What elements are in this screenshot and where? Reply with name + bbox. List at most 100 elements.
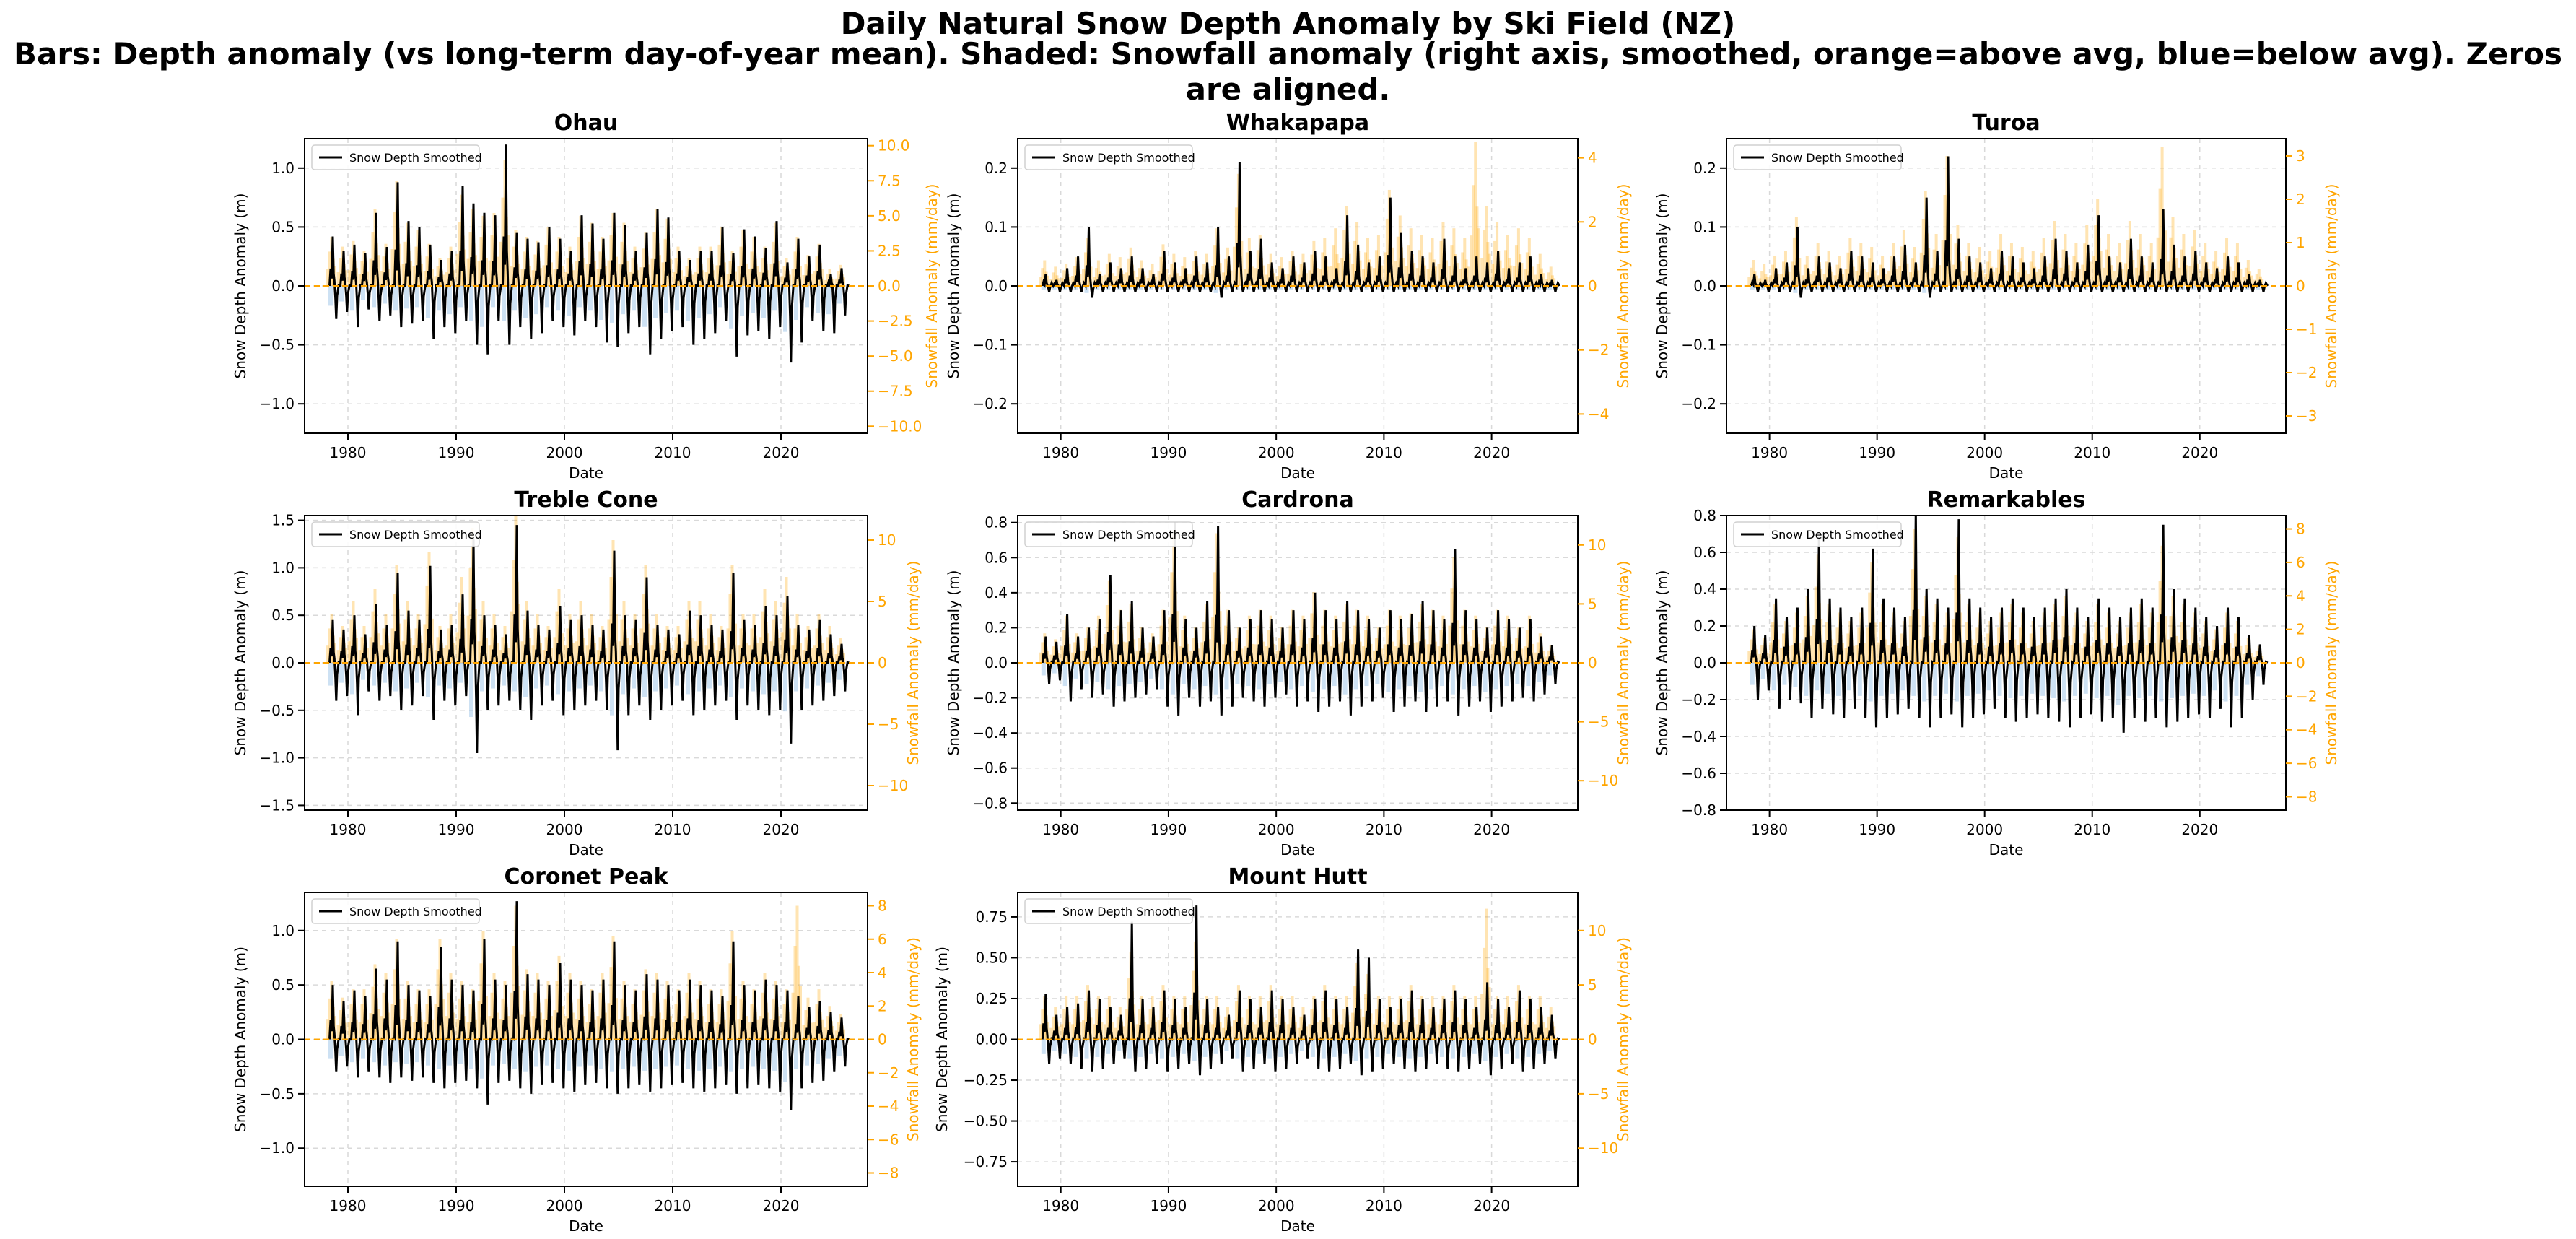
snowfall-above-bar	[555, 981, 559, 1040]
snowfall-above-bar	[477, 261, 481, 286]
snowfall-below-bar	[1397, 286, 1402, 290]
snowfall-above-bar	[1790, 645, 1794, 663]
snowfall-above-bar	[1437, 263, 1441, 286]
snowfall-above-bar	[745, 643, 748, 663]
snowfall-below-bar	[1246, 286, 1251, 290]
snowfall-below-bar	[393, 1039, 398, 1063]
snowfall-above-bar	[1857, 256, 1861, 286]
snowfall-above-bar	[1973, 272, 1977, 286]
snowfall-above-bar	[2077, 269, 2081, 286]
snowfall-below-bar	[1299, 1039, 1304, 1051]
x-axis-label: Date	[569, 841, 603, 858]
snowfall-above-bar	[1455, 1017, 1459, 1040]
snowfall-above-bar	[1232, 650, 1236, 663]
x-axis-label: Date	[1280, 464, 1315, 482]
snowfall-above-bar	[1776, 274, 1780, 286]
snowfall-above-bar	[371, 232, 375, 286]
snowfall-below-bar	[1192, 286, 1197, 290]
snowfall-below-bar	[1386, 286, 1391, 290]
y2-axis-label: Snowfall Anomaly (mm/day)	[2323, 561, 2340, 765]
snowfall-above-bar	[1534, 652, 1537, 663]
snowfall-above-bar	[388, 643, 390, 663]
snowfall-above-bar	[2191, 246, 2194, 286]
snowfall-above-bar	[739, 628, 743, 663]
snowfall-above-bar	[1062, 270, 1066, 286]
snowfall-above-bar	[1092, 1024, 1096, 1040]
snowfall-above-bar	[463, 1016, 466, 1040]
snowfall-below-bar	[1836, 286, 1841, 290]
snowfall-above-bar	[1383, 644, 1387, 663]
x-tick-label: 2020	[1473, 444, 1510, 461]
snowfall-below-bar	[1084, 286, 1089, 293]
snowfall-above-bar	[1394, 1024, 1397, 1040]
snowfall-above-bar	[837, 645, 840, 663]
snowfall-below-bar	[772, 1039, 777, 1071]
snowfall-below-bar	[1062, 663, 1067, 687]
snowfall-above-bar	[1286, 644, 1290, 663]
snowfall-above-bar	[1143, 275, 1147, 286]
snowfall-below-bar	[783, 1039, 787, 1082]
snowfall-above-bar	[715, 1022, 719, 1040]
snowfall-below-bar	[642, 286, 647, 327]
y-tick-label: −0.2	[972, 690, 1008, 707]
snowfall-above-bar	[769, 264, 773, 286]
snowfall-below-bar	[805, 286, 809, 308]
snowfall-below-bar	[751, 286, 755, 313]
snowfall-above-bar	[510, 992, 513, 1040]
snowfall-above-bar	[1229, 1026, 1233, 1040]
snowfall-above-bar	[434, 650, 437, 663]
snowfall-below-bar	[556, 663, 560, 695]
y2-tick-label: 0	[1588, 654, 1597, 671]
snowfall-below-bar	[740, 1039, 744, 1069]
snowfall-below-bar	[2170, 663, 2175, 698]
snowfall-above-bar	[377, 255, 380, 286]
snowfall-above-bar	[1232, 246, 1236, 286]
snowfall-above-bar	[1444, 260, 1448, 286]
snowfall-above-bar	[360, 261, 364, 286]
snowfall-below-bar	[1804, 663, 1809, 696]
snowfall-above-bar	[1545, 1027, 1548, 1040]
snowfall-above-bar	[523, 620, 526, 663]
y-tick-label: 0.2	[984, 160, 1008, 177]
snowfall-above-bar	[380, 271, 383, 286]
figure-subtitle: Bars: Depth anomaly (vs long-term day-of…	[13, 36, 2563, 107]
snowfall-above-bar	[377, 633, 380, 663]
snowfall-above-bar	[1984, 274, 1988, 286]
y2-tick-label: −5	[1588, 1085, 1609, 1103]
snowfall-above-bar	[564, 271, 567, 286]
snowfall-above-bar	[2061, 249, 2065, 286]
snowfall-above-bar	[631, 628, 634, 663]
panel-title: Ohau	[554, 110, 618, 136]
snowfall-below-bar	[2040, 663, 2045, 696]
snowfall-above-bar	[1900, 246, 1903, 286]
data-layer	[1747, 516, 2269, 733]
snowfall-above-bar	[533, 254, 537, 286]
y2-axis-label: Snowfall Anomaly (mm/day)	[904, 561, 922, 765]
y-tick-label: 0.50	[975, 949, 1008, 966]
snowfall-above-bar	[683, 1016, 686, 1040]
snowfall-below-bar	[469, 663, 473, 718]
y-tick-label: 0.0	[271, 277, 294, 295]
snowfall-below-bar	[2159, 286, 2164, 290]
snowfall-above-bar	[1835, 264, 1839, 286]
snowfall-below-bar	[1062, 1039, 1067, 1054]
snowfall-above-bar	[715, 265, 719, 286]
snowfall-above-bar	[1181, 1009, 1184, 1040]
snowfall-above-bar	[2242, 653, 2245, 663]
snowfall-above-bar	[1362, 269, 1366, 286]
snowfall-below-bar	[1483, 663, 1488, 692]
snowfall-above-bar	[425, 585, 429, 663]
snowfall-above-bar	[401, 264, 405, 286]
snowfall-above-bar	[1046, 651, 1049, 663]
snowfall-above-bar	[1348, 1022, 1351, 1040]
snowfall-above-bar	[585, 645, 589, 663]
snowfall-above-bar	[593, 643, 596, 663]
snowfall-above-bar	[1391, 247, 1394, 286]
snowfall-below-bar	[372, 286, 376, 308]
snowfall-above-bar	[1470, 235, 1473, 286]
snowfall-above-bar	[2099, 251, 2103, 286]
legend-label: Snow Depth Smoothed	[1062, 151, 1195, 165]
x-tick-label: 2000	[546, 444, 583, 461]
snowfall-above-bar	[512, 560, 515, 663]
